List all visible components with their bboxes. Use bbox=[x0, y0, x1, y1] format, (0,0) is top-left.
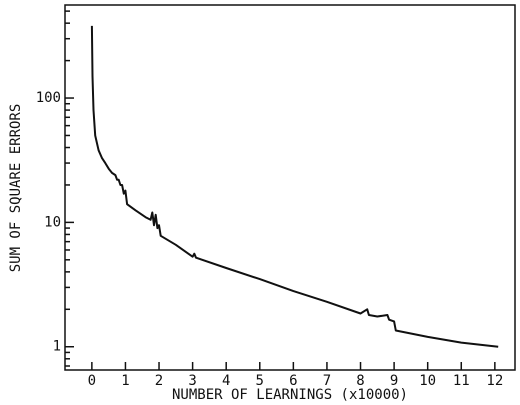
x-tick-label: 9 bbox=[390, 373, 398, 389]
x-tick-label: 1 bbox=[121, 373, 129, 389]
x-tick-label: 4 bbox=[222, 373, 230, 389]
y-tick-label: 10 bbox=[44, 214, 61, 230]
x-tick-label: 6 bbox=[289, 373, 297, 389]
y-axis-label: SUM OF SQUARE ERRORS bbox=[8, 104, 24, 273]
x-tick-label: 5 bbox=[256, 373, 264, 389]
x-axis-label: NUMBER OF LEARNINGS (x10000) bbox=[172, 387, 408, 403]
x-tick-label: 12 bbox=[486, 373, 503, 389]
x-tick-label: 8 bbox=[356, 373, 364, 389]
x-tick-label: 11 bbox=[453, 373, 470, 389]
x-tick-label: 3 bbox=[188, 373, 196, 389]
y-tick-label: 100 bbox=[36, 90, 61, 106]
y-tick-label: 1 bbox=[53, 339, 61, 355]
data-line bbox=[90, 25, 499, 348]
x-tick-label: 2 bbox=[155, 373, 163, 389]
x-tick-label: 7 bbox=[323, 373, 331, 389]
x-tick-label: 10 bbox=[419, 373, 436, 389]
x-tick-label: 0 bbox=[88, 373, 96, 389]
plot-frame bbox=[64, 4, 516, 371]
